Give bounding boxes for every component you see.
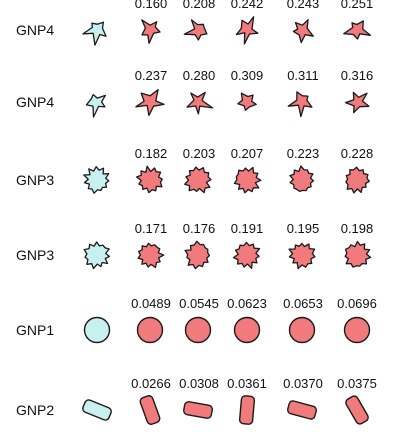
similarity-score: 0.0308 (179, 376, 219, 391)
matched-shape (136, 316, 164, 344)
similarity-score: 0.0370 (283, 376, 323, 391)
query-shape (85, 93, 106, 118)
matched-shape (344, 240, 372, 268)
matched-shape (183, 19, 208, 41)
query-shape (83, 241, 111, 270)
matched-shape (344, 91, 370, 114)
matched-shape (235, 16, 259, 45)
matched-shape (186, 91, 214, 115)
matched-shape (184, 166, 212, 194)
matched-shape (135, 165, 163, 194)
shape-row: GNP4 0.160 0.208 0.242 0.243 0.251 (16, 0, 374, 46)
similarity-score: 0.0696 (337, 296, 377, 311)
matched-shape (287, 91, 313, 118)
row-label: GNP2 (16, 402, 54, 418)
similarity-score: 0.203 (183, 146, 216, 161)
row-label: GNP3 (16, 247, 54, 263)
matched-shape (183, 401, 213, 419)
matched-shape (343, 20, 372, 40)
similarity-score: 0.309 (231, 68, 264, 83)
similarity-score: 0.0489 (131, 296, 171, 311)
matched-shape (135, 88, 165, 117)
similarity-score: 0.160 (135, 0, 168, 11)
similarity-score: 0.198 (341, 221, 374, 236)
row-label: GNP1 (16, 322, 54, 338)
similarity-score: 0.228 (341, 146, 374, 161)
similarity-score: 0.237 (135, 68, 168, 83)
query-shape (83, 166, 110, 194)
matched-shape (233, 166, 262, 194)
matched-shape (139, 395, 161, 425)
matched-shape (292, 19, 314, 44)
matched-shape (286, 400, 318, 420)
similarity-score: 0.311 (287, 68, 319, 83)
matched-shape (237, 92, 257, 111)
matched-shape (233, 316, 261, 344)
similarity-score: 0.195 (287, 221, 320, 236)
query-shape (82, 21, 107, 46)
similarity-score: 0.251 (341, 0, 374, 11)
matched-shape (238, 395, 256, 425)
row-label: GNP3 (16, 172, 54, 188)
similarity-score: 0.191 (231, 221, 264, 236)
similarity-score: 0.171 (135, 221, 168, 236)
similarity-score: 0.243 (287, 0, 320, 11)
similarity-score: 0.0545 (179, 296, 219, 311)
matched-shape (141, 19, 161, 45)
query-shape (82, 399, 112, 421)
similarity-score: 0.280 (183, 68, 216, 83)
similarity-score: 0.242 (231, 0, 264, 11)
similarity-score: 0.223 (287, 146, 320, 161)
similarity-score: 0.0375 (337, 376, 377, 391)
shape-row: GNP2 0.0266 0.0308 0.0361 0.0370 0.0375 (16, 376, 377, 425)
shape-row: GNP4 0.237 0.280 0.309 0.311 0.316 (16, 68, 374, 118)
matched-shape (289, 165, 315, 193)
matched-shape (345, 166, 370, 194)
similarity-score: 0.182 (135, 146, 168, 161)
matched-shape (343, 316, 371, 344)
shape-row: GNP1 0.0489 0.0545 0.0623 0.0653 0.0696 (16, 296, 377, 344)
matched-shape (288, 242, 316, 270)
row-label: GNP4 (16, 94, 54, 110)
shape-row: GNP3 0.171 0.176 0.191 0.195 0.198 (16, 221, 374, 270)
similarity-score: 0.176 (183, 221, 216, 236)
matched-shape (137, 242, 165, 269)
similarity-score: 0.0623 (227, 296, 267, 311)
similarity-score: 0.207 (231, 146, 264, 161)
shape-row: GNP3 0.182 0.203 0.207 0.223 0.228 (16, 146, 374, 194)
query-shape (83, 316, 111, 344)
matched-shape (184, 240, 211, 270)
similarity-score: 0.316 (341, 68, 374, 83)
similarity-score: 0.0361 (227, 376, 267, 391)
similarity-score: 0.208 (183, 0, 216, 11)
matched-shape (288, 316, 316, 344)
row-label: GNP4 (16, 22, 54, 38)
matched-shape (184, 316, 212, 344)
matched-shape (345, 395, 369, 425)
similarity-score: 0.0266 (131, 376, 171, 391)
similarity-score: 0.0653 (283, 296, 323, 311)
matched-shape (232, 241, 261, 269)
